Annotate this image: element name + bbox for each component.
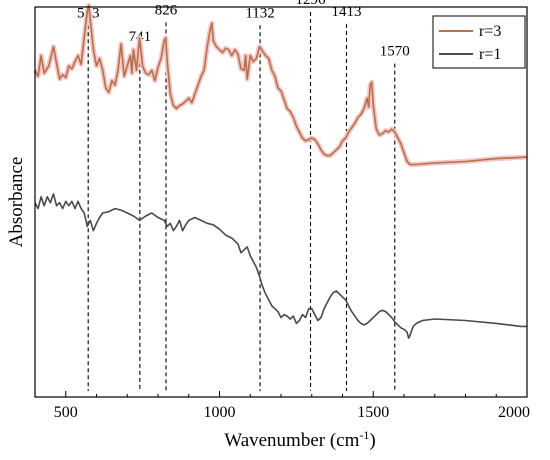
legend: r=3r=1 [432,15,526,69]
x-tick-label-2000: 2000 [498,404,530,421]
series-line-r1 [34,193,527,339]
peak-label-826: 826 [155,2,178,18]
x-tick-label-1000: 1000 [204,404,236,421]
x-axis-title-main: Wavenumber (cm [224,430,359,451]
legend-label-r1: r=1 [479,46,501,63]
x-axis-title-close: ) [369,430,375,451]
x-axis-title-superscript: -1 [359,428,369,442]
peak-label-1570: 1570 [380,44,410,60]
series-layer [32,3,528,339]
x-tick-label-500: 500 [54,404,78,421]
x-axis: 500 1000 1500 2000 [34,391,530,421]
legend-label-r3: r=3 [479,23,501,40]
peak-label-1296: 1296 [296,0,327,8]
peak-label-1132: 1132 [245,5,274,21]
x-axis-title: Wavenumber (cm-1) [224,428,375,451]
series-line-r3 [34,4,528,166]
legend-box [432,15,526,69]
y-axis-title: Absorbance [6,157,27,248]
peak-label-1413: 1413 [331,4,361,20]
x-tick-label-1500: 1500 [357,404,389,421]
